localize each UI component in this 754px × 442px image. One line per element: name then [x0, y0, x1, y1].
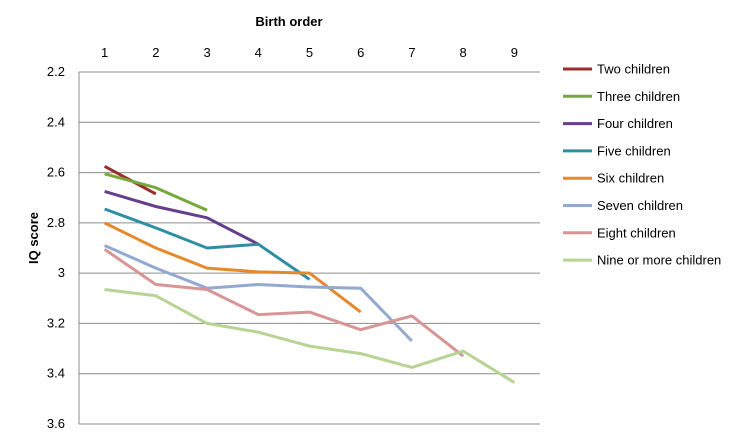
x-tick-label: 1 — [101, 45, 108, 60]
y-axis-title: IQ score — [26, 212, 41, 264]
x-tick-label: 9 — [511, 45, 518, 60]
legend-label: Five children — [597, 143, 671, 158]
series-line-3 — [104, 189, 259, 246]
x-axis-ticks: 1 2 3 4 5 6 7 8 9 — [101, 45, 518, 60]
y-tick-label: 2.6 — [47, 165, 65, 180]
legend-label: Seven children — [597, 198, 683, 213]
series-line-6 — [103, 244, 413, 343]
series-line-7 — [103, 248, 465, 358]
y-tick-label: 2.8 — [47, 215, 65, 230]
legend-item: Eight children — [563, 225, 676, 240]
legend-item: Four children — [563, 116, 673, 131]
series-line-2 — [104, 172, 208, 212]
x-tick-label: 3 — [203, 45, 210, 60]
x-axis-title: Birth order — [255, 14, 322, 29]
x-tick-label: 5 — [306, 45, 313, 60]
legend-item: Six children — [563, 171, 664, 186]
x-tick-label: 8 — [460, 45, 467, 60]
series-line-4 — [104, 207, 311, 281]
legend: Two children Three children Four children F… — [563, 62, 721, 268]
legend-item: Five children — [563, 143, 671, 158]
x-tick-label: 7 — [408, 45, 415, 60]
y-tick-label: 3 — [58, 265, 65, 280]
legend-item: Nine or more children — [563, 253, 721, 268]
series-line-8 — [104, 288, 516, 384]
legend-label: Four children — [597, 116, 673, 131]
legend-item: Two children — [563, 62, 670, 77]
legend-label: Eight children — [597, 225, 676, 240]
series-line-5 — [103, 221, 362, 314]
x-tick-label: 2 — [152, 45, 159, 60]
legend-label: Nine or more children — [597, 253, 721, 268]
x-tick-label: 6 — [357, 45, 364, 60]
y-tick-label: 2.2 — [47, 64, 65, 79]
legend-label: Six children — [597, 171, 664, 186]
legend-item: Seven children — [563, 198, 683, 213]
legend-item: Three children — [563, 89, 680, 104]
y-tick-label: 3.4 — [47, 366, 65, 381]
y-tick-label: 2.4 — [47, 114, 65, 129]
legend-label: Two children — [597, 62, 670, 77]
y-tick-label: 3.6 — [47, 416, 65, 431]
y-tick-label: 3.2 — [47, 315, 65, 330]
y-axis-ticks: 2.2 2.4 2.6 2.8 3 3.2 3.4 3.6 — [47, 64, 65, 431]
x-tick-label: 4 — [255, 45, 262, 60]
legend-label: Three children — [597, 89, 680, 104]
series-lines — [103, 164, 516, 384]
gridlines — [78, 71, 540, 425]
